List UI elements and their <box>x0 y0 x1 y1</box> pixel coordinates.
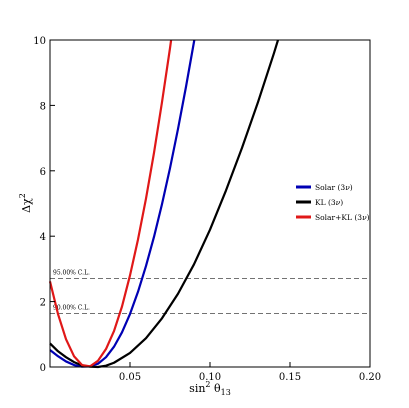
x-tick-label: 0.05 <box>119 372 141 383</box>
series-line-1 <box>49 39 280 369</box>
y-axis-label: Δχ2 <box>18 193 33 213</box>
series-lines <box>48 39 280 369</box>
series-line-0 <box>49 39 196 368</box>
reference-lines: 95.00% C.L. 90.00% C.L. <box>50 269 370 314</box>
y-tick-label: 0 <box>40 363 46 374</box>
y-tick-label: 6 <box>40 167 46 178</box>
y-tick-label: 8 <box>40 101 46 112</box>
x-axis-label: sin2 θ13 <box>189 380 231 397</box>
x-tick-label: 0.15 <box>279 372 301 383</box>
legend-label-kl: KL (3ν) <box>315 198 343 207</box>
legend-label-combined: Solar+KL (3ν) <box>315 213 370 222</box>
plot-frame <box>49 39 371 368</box>
series-line-2 <box>48 39 173 368</box>
legend-label-solar: Solar (3ν) <box>315 183 353 192</box>
y-tick-label: 10 <box>33 36 46 47</box>
x-tick-label: 0.20 <box>359 372 381 383</box>
x-tick-label: 0.10 <box>199 372 221 383</box>
cl-label: 90.00% C.L. <box>53 304 90 311</box>
cl-label: 95.00% C.L. <box>53 269 90 276</box>
y-tick-label: 2 <box>40 298 46 309</box>
legend: Solar (3ν) KL (3ν) Solar+KL (3ν) <box>296 183 370 222</box>
y-tick-label: 4 <box>40 232 46 243</box>
